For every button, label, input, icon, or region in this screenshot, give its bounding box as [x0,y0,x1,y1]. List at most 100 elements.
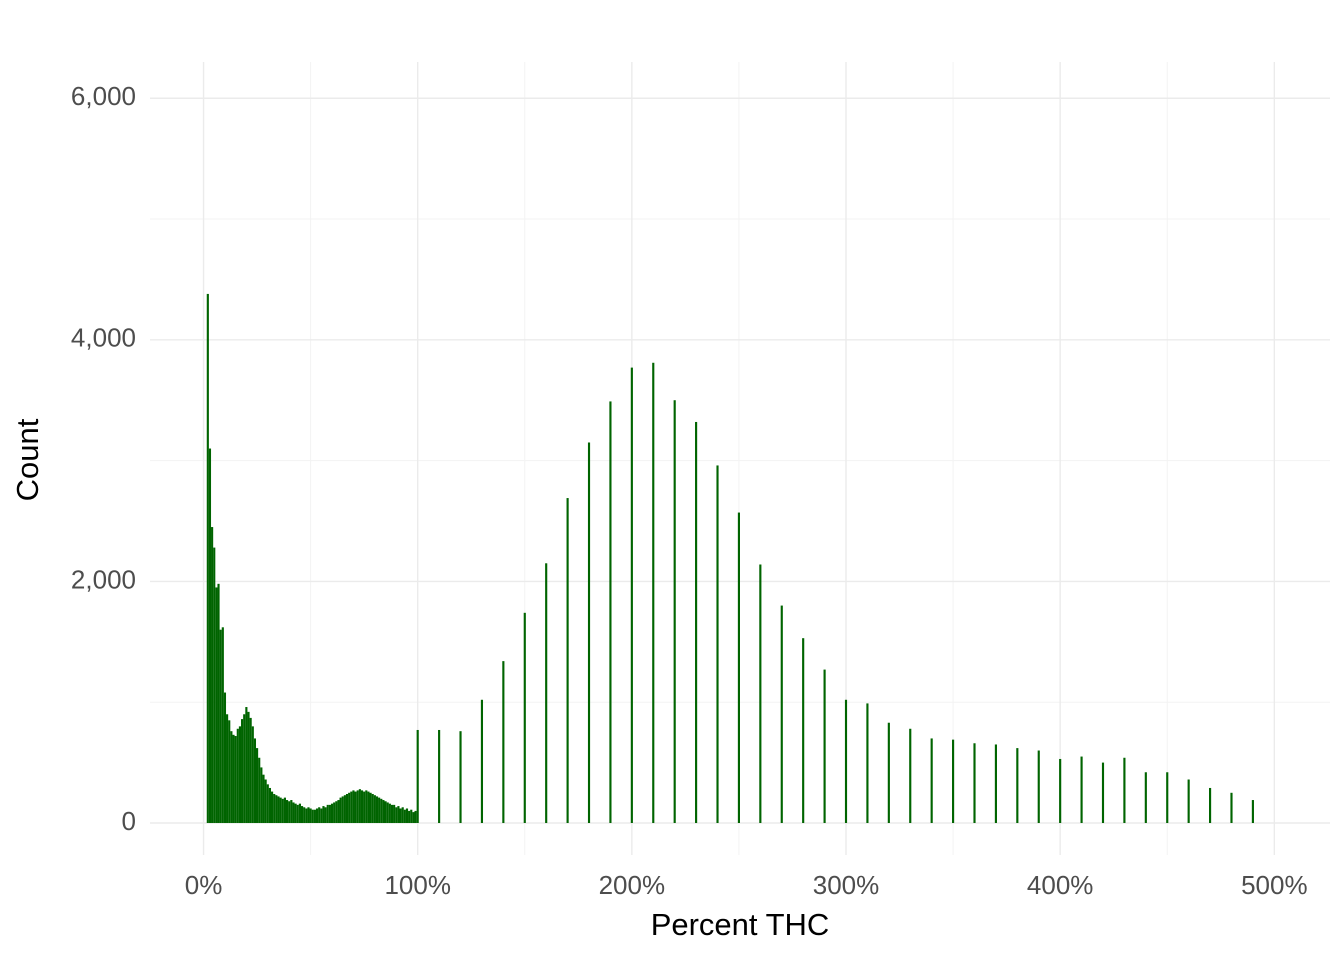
bar [348,792,351,823]
bar [283,797,286,823]
x-tick-label: 300% [813,870,880,900]
bar [303,807,306,823]
bar [390,804,394,823]
bar [395,807,398,823]
bar [294,803,297,823]
bar [217,583,220,823]
bar [234,736,237,823]
x-tick-label: 400% [1027,870,1094,900]
bar [384,801,387,823]
bar [399,808,402,823]
bar [480,699,484,823]
bar [887,722,890,823]
bar [339,797,342,823]
bar [326,804,329,823]
bar [311,809,314,823]
bar [228,720,231,823]
bar [823,669,826,823]
bar [397,806,400,823]
bar [354,791,357,823]
bar [545,563,548,823]
bar [378,797,381,823]
bar [322,806,325,823]
bar [343,795,346,823]
bar [260,767,263,823]
bar [215,587,218,823]
bar [930,738,933,823]
bar [281,798,284,823]
bar [1209,787,1212,823]
bar [305,808,308,823]
bar [356,790,359,823]
bar [973,743,976,823]
bar [373,795,376,823]
bar [273,794,276,823]
x-tick-label: 0% [185,870,223,900]
y-tick-label: 4,000 [71,323,136,353]
bar [369,792,372,823]
bar [309,808,312,823]
bar [1251,800,1254,823]
bar [262,774,265,823]
bar [266,784,269,823]
bar [307,807,310,823]
bar [802,638,805,823]
bar [1016,748,1019,823]
bar [673,400,676,823]
bar [285,800,289,823]
bar [238,726,242,823]
bar [523,612,526,823]
bar [277,796,280,823]
bar [232,734,235,823]
bar [241,719,244,823]
bar [382,800,385,823]
bar [1144,772,1147,823]
bar [412,812,415,823]
bar [268,787,271,823]
bar [1101,762,1105,823]
bar [221,627,224,823]
bar [279,797,282,823]
bar [459,731,462,823]
bar [211,527,214,823]
y-tick-label: 2,000 [71,564,136,594]
bar [363,791,366,823]
x-tick-label: 100% [384,870,451,900]
bar [335,801,338,823]
bar [1123,757,1126,823]
bar [206,293,209,823]
bar [360,790,364,823]
bar [388,803,391,823]
bar [230,731,233,823]
bar [1059,758,1062,823]
bar [253,738,257,823]
bar [345,794,349,823]
bar [300,806,304,823]
bar [952,739,955,823]
bar [249,717,252,823]
bar [318,807,321,823]
bar [414,810,417,823]
bar [337,800,340,823]
bar [243,714,246,823]
bar [264,779,267,823]
bar [759,564,762,823]
bar [288,801,291,823]
bar [630,367,633,823]
x-tick-label: 500% [1241,870,1308,900]
bar [909,728,912,823]
bar [352,790,355,823]
bar [866,703,869,823]
bar [502,661,505,823]
bar [1187,779,1190,823]
bar [375,796,379,823]
bar [313,809,316,823]
bar [695,421,698,823]
bar [365,790,368,823]
bar [223,692,227,823]
x-axis-label: Percent THC [651,907,830,942]
bar [566,498,569,823]
bar [393,804,396,823]
bar [213,547,216,823]
